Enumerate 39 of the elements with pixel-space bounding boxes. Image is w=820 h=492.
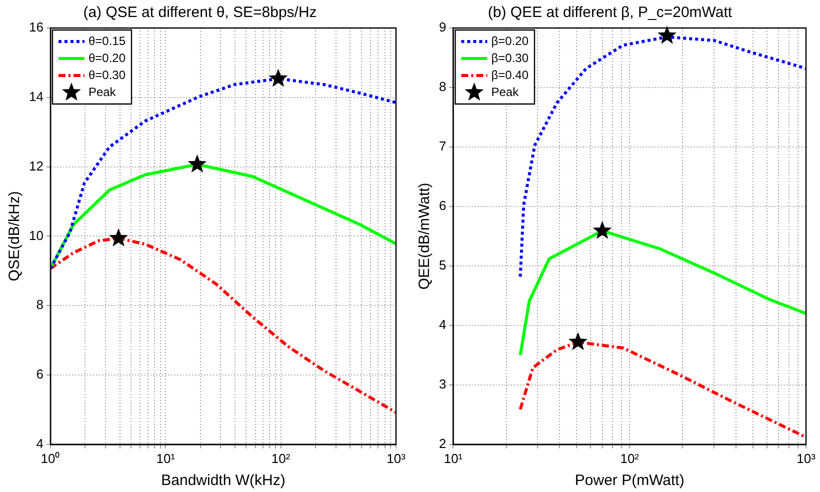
point xyxy=(188,154,207,172)
x-axis-title: Bandwidth W(kHz) xyxy=(161,472,286,490)
legend-label: β=0.20 xyxy=(491,34,529,48)
y-tick-label: 12 xyxy=(28,158,44,174)
y-tick-label: 10 xyxy=(28,228,44,243)
x-tick-label: 10³ xyxy=(796,450,816,466)
chart-title: (b) QEE at different β, P_c=20mWatt xyxy=(488,4,733,22)
y-tick-label: 3 xyxy=(438,376,446,392)
legend-label: Peak xyxy=(491,84,520,99)
y-tick-label: 5 xyxy=(438,258,446,273)
point xyxy=(268,68,288,87)
legend-label: β=0.40 xyxy=(491,68,529,82)
legend-label: θ=0.15 xyxy=(88,34,126,48)
point xyxy=(109,228,128,246)
x-axis-title: Power P(mWatt) xyxy=(574,472,684,490)
legend-label: Peak xyxy=(88,84,117,99)
y-tick-label: 16 xyxy=(28,20,44,35)
y-tick-label: 9 xyxy=(438,20,446,35)
legend-label: θ=0.30 xyxy=(88,68,126,82)
x-tick-label: 10¹ xyxy=(156,450,176,466)
legend-label: θ=0.20 xyxy=(88,50,126,65)
y-tick-label: 4 xyxy=(36,436,44,451)
y-tick-label: 6 xyxy=(438,198,446,214)
y-tick-label: 8 xyxy=(36,297,44,312)
x-tick-label: 10⁰ xyxy=(40,450,60,466)
y-tick-label: 8 xyxy=(438,79,446,94)
y-axis-title: QEE(dB/mWatt) xyxy=(416,182,434,290)
y-tick-label: 7 xyxy=(438,138,446,154)
x-tick-label: 10² xyxy=(620,450,640,466)
x-tick-label: 10¹ xyxy=(444,450,464,466)
y-axis-title: QSE(dB/kHz) xyxy=(6,191,24,282)
y-tick-label: 6 xyxy=(36,366,44,382)
x-tick-label: 10³ xyxy=(386,450,406,466)
legend-label: β=0.30 xyxy=(491,50,529,65)
y-tick-label: 4 xyxy=(438,317,446,332)
y-tick-label: 14 xyxy=(28,88,44,104)
chart-title: (a) QSE at different θ, SE=8bps/Hz xyxy=(83,4,317,22)
y-tick-label: 2 xyxy=(438,436,446,451)
x-tick-label: 10² xyxy=(271,450,291,466)
